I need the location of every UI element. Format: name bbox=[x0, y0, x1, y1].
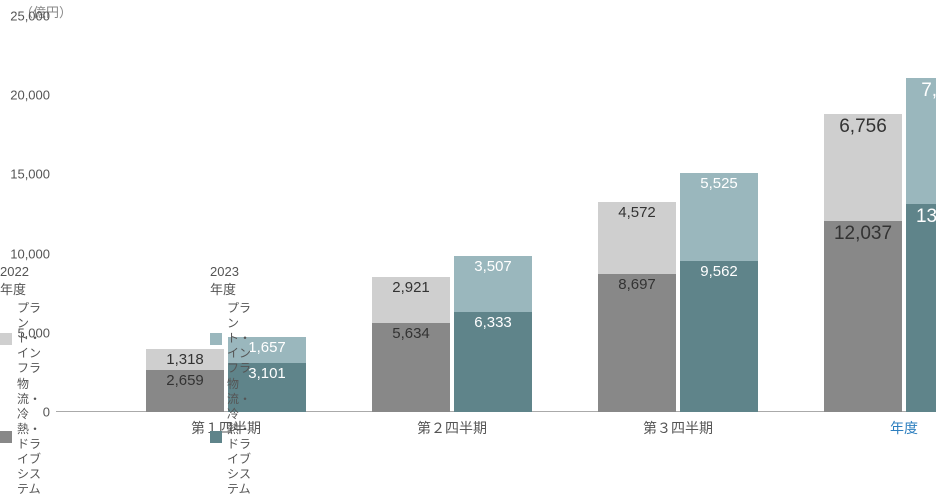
bar-group: 5,6342,9216,3333,507第２四半期 bbox=[372, 16, 532, 412]
stacked-bar: 5,634 2,921 bbox=[372, 277, 450, 413]
legend-item-2022-bottom: 物流・冷熱・ドライブシステム bbox=[0, 377, 41, 497]
swatch-2023-bottom bbox=[210, 431, 222, 443]
stacked-bar: 9,562 5,525 bbox=[680, 173, 758, 412]
swatch-2022-bottom bbox=[0, 431, 12, 443]
bar-segment-bottom: 13,145 bbox=[906, 204, 936, 412]
bar-group: 12,0376,75613,1457,952年度 bbox=[824, 16, 936, 412]
bar-segment-top: 6,756 bbox=[824, 114, 902, 221]
x-axis-label: 第３四半期 bbox=[598, 418, 758, 438]
bar-value-label: 1,657 bbox=[248, 339, 286, 356]
bar-segment-bottom: 8,697 bbox=[598, 274, 676, 412]
bar-value-label: 5,525 bbox=[700, 175, 738, 192]
legend-label-2022-bottom: 物流・冷熱・ドライブシステム bbox=[17, 377, 41, 497]
legend-col-2023: 2023年度 プラント・インフラ 物流・冷熱・ドライブシステム bbox=[210, 264, 251, 498]
bar-value-label: 12,037 bbox=[834, 223, 892, 245]
stacked-bar: 12,037 6,756 bbox=[824, 114, 902, 412]
legend-header-2023: 2023年度 bbox=[210, 264, 251, 298]
legend-item-2023-bottom: 物流・冷熱・ドライブシステム bbox=[210, 377, 251, 497]
bar-group: 8,6974,5729,5625,525第３四半期 bbox=[598, 16, 758, 412]
y-tick-label: 20,000 bbox=[0, 88, 50, 103]
x-axis-label: 第２四半期 bbox=[372, 418, 532, 438]
bar-value-label: 2,659 bbox=[166, 372, 204, 389]
stacked-bar: 8,697 4,572 bbox=[598, 202, 676, 412]
bar-value-label: 5,634 bbox=[392, 325, 430, 342]
legend-header-2022: 2022年度 bbox=[0, 264, 41, 298]
legend-item-2022-top: プラント・インフラ bbox=[0, 301, 41, 376]
y-tick-label: 15,000 bbox=[0, 167, 50, 182]
chart-container: （億円） 05,00010,00015,00020,00025,0002,659… bbox=[0, 0, 936, 500]
y-tick-label: 25,000 bbox=[0, 9, 50, 24]
bar-value-label: 7,952 bbox=[921, 80, 936, 102]
bar-segment-top: 7,952 bbox=[906, 78, 936, 204]
stacked-bar: 13,145 7,952 bbox=[906, 78, 936, 412]
bar-value-label: 6,756 bbox=[839, 116, 887, 138]
bar-segment-top: 4,572 bbox=[598, 202, 676, 274]
bar-value-label: 9,562 bbox=[700, 263, 738, 280]
legend-col-2022: 2022年度 プラント・インフラ 物流・冷熱・ドライブシステム bbox=[0, 264, 41, 498]
bar-value-label: 6,333 bbox=[474, 314, 512, 331]
bar-value-label: 13,145 bbox=[916, 206, 936, 228]
bar-segment-top: 5,525 bbox=[680, 173, 758, 261]
swatch-2023-top bbox=[210, 333, 222, 345]
bar-value-label: 1,318 bbox=[166, 351, 204, 368]
bar-value-label: 2,921 bbox=[392, 279, 430, 296]
bar-value-label: 3,507 bbox=[474, 258, 512, 275]
bar-segment-bottom: 9,562 bbox=[680, 261, 758, 412]
bar-segment-top: 2,921 bbox=[372, 277, 450, 323]
bar-segment-bottom: 5,634 bbox=[372, 323, 450, 412]
legend-label-2023-bottom: 物流・冷熱・ドライブシステム bbox=[227, 377, 251, 497]
legend-label-2023-top: プラント・インフラ bbox=[227, 301, 251, 376]
bar-value-label: 3,101 bbox=[248, 365, 286, 382]
legend-item-2023-top: プラント・インフラ bbox=[210, 301, 251, 376]
plot-area: 05,00010,00015,00020,00025,0002,6591,318… bbox=[56, 16, 936, 412]
bar-segment-top: 3,507 bbox=[454, 256, 532, 312]
bar-segment-bottom: 12,037 bbox=[824, 221, 902, 412]
bar-value-label: 8,697 bbox=[618, 276, 656, 293]
stacked-bar: 6,333 3,507 bbox=[454, 256, 532, 412]
bar-segment-bottom: 6,333 bbox=[454, 312, 532, 412]
bar-value-label: 4,572 bbox=[618, 204, 656, 221]
swatch-2022-top bbox=[0, 333, 12, 345]
y-tick-label: 10,000 bbox=[0, 246, 50, 261]
legend-label-2022-top: プラント・インフラ bbox=[17, 301, 41, 376]
x-axis-label: 年度 bbox=[824, 418, 936, 438]
